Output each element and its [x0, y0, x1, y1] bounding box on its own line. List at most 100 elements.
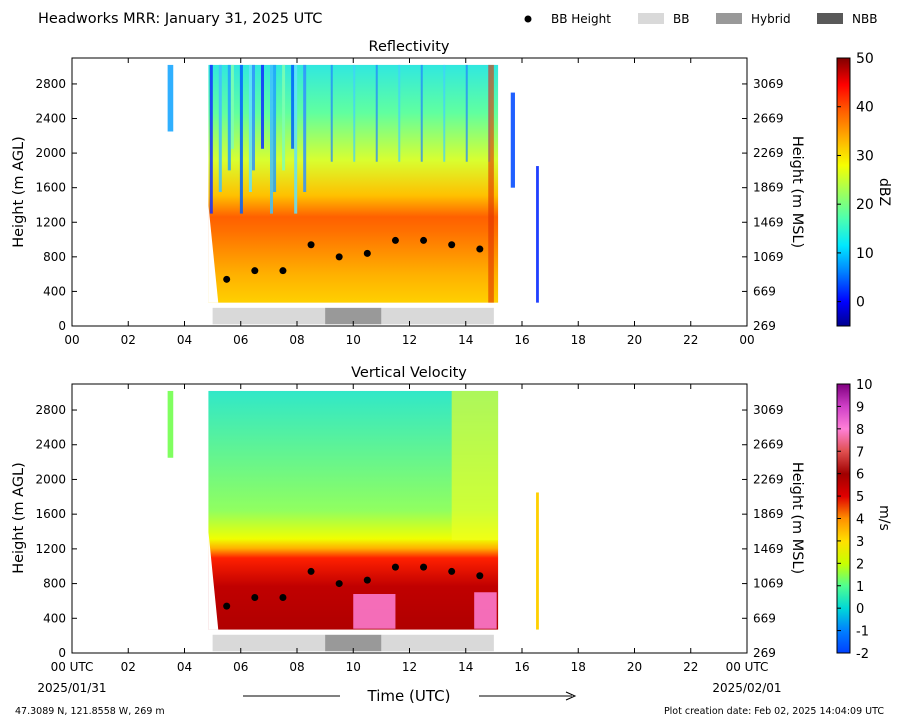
vertical-velocity-colorbar-tick-label: -1: [856, 625, 869, 640]
reflectivity-x-tick-label: 16: [514, 333, 529, 347]
reflectivity-bb-type-bb: [212, 307, 326, 325]
vertical-velocity-bb-height-marker: [223, 602, 231, 610]
reflectivity-streak: [252, 64, 255, 171]
reflectivity-echo-edge: [208, 204, 219, 303]
reflectivity-bb-height-marker: [391, 236, 399, 244]
vertical-velocity-x-tick-label: 02: [121, 660, 136, 674]
vertical-velocity-colorbar-tick-label: -2: [856, 647, 869, 662]
reflectivity-y-tick-label-right: 3069: [753, 77, 784, 91]
vertical-velocity-y-tick-label: 2000: [35, 472, 66, 486]
reflectivity-x-tick-label: 00: [64, 333, 79, 347]
reflectivity-bb-height-marker: [251, 267, 259, 275]
figure-title: Headworks MRR: January 31, 2025 UTC: [38, 11, 322, 27]
legend-hybrid-label: Hybrid: [751, 12, 791, 26]
vertical-velocity-x-tick-label: 20: [627, 660, 642, 674]
reflectivity-streak: [209, 64, 213, 214]
vertical-velocity-y-tick-label-right: 3069: [753, 403, 784, 417]
vertical-velocity-colorbar-label: m/s: [876, 505, 892, 531]
reflectivity-y-tick-label-right: 1069: [753, 250, 784, 264]
reflectivity-y-tick-label: 2000: [35, 146, 66, 160]
reflectivity-colorbar-tick-label: 40: [856, 100, 874, 116]
vertical-velocity-fall-core: [353, 593, 396, 629]
vertical-velocity-colorbar-tick-label: 10: [856, 378, 873, 393]
reflectivity-isolated-echo: [536, 166, 539, 303]
vertical-velocity-bb-type-bb: [212, 634, 326, 652]
vertical-velocity-isolated-echo: [167, 390, 174, 458]
vertical-velocity-colorbar-tick-label: 1: [856, 580, 864, 595]
vertical-velocity-bb-height-marker: [420, 563, 428, 571]
vertical-velocity-bb-type-bar: [212, 634, 494, 652]
reflectivity-y-tick-label-right: 669: [753, 284, 776, 298]
vertical-velocity-colorbar-tick-label: 5: [856, 490, 864, 505]
reflectivity-y-tick-label: 1200: [35, 215, 66, 229]
reflectivity-y-tick-label: 400: [43, 284, 66, 298]
reflectivity-streak: [465, 64, 468, 162]
vertical-velocity-x-tick-label: 10: [346, 660, 361, 674]
reflectivity-streak: [230, 64, 234, 149]
reflectivity-y-tick-label: 1600: [35, 181, 66, 195]
vertical-velocity-y-tick-label: 2800: [35, 403, 66, 417]
vertical-velocity-bb-height-marker: [335, 580, 343, 588]
reflectivity-bb-height-marker: [476, 245, 484, 253]
reflectivity-x-tick-label: 12: [402, 333, 417, 347]
reflectivity-streak: [248, 64, 252, 192]
reflectivity-y-tick-label-right: 1869: [753, 181, 784, 195]
reflectivity-x-tick-label: 14: [458, 333, 473, 347]
reflectivity-colorbar-tick-label: 20: [856, 197, 874, 213]
start-date: 2025/01/31: [37, 681, 106, 695]
vertical-velocity-y-tick-label: 800: [43, 577, 66, 591]
vertical-velocity-bb-height-marker: [391, 563, 399, 571]
reflectivity-streak: [261, 64, 264, 149]
vertical-velocity-echo-region: [208, 390, 499, 630]
vertical-velocity-fall-core: [474, 592, 497, 629]
vertical-velocity-y-tick-label-right: 669: [753, 611, 776, 625]
vertical-velocity-colorbar-tick-label: 2: [856, 557, 864, 572]
reflectivity-streak: [303, 64, 307, 192]
reflectivity-bb-height-marker: [363, 249, 371, 257]
reflectivity-x-tick-label: 02: [121, 333, 136, 347]
reflectivity-streak: [330, 64, 333, 162]
reflectivity-colorbar-ticks: 0 10 20 30 40 50: [837, 51, 874, 311]
reflectivity-isolated-echo: [510, 92, 515, 188]
vertical-velocity-y-tick-label-right: 1869: [753, 507, 784, 521]
reflectivity-x-tick-label: 10: [346, 333, 361, 347]
reflectivity-bb-height-marker: [223, 275, 231, 283]
vertical-velocity-x-tick-label: 08: [289, 660, 304, 674]
vertical-velocity-y-tick-label-right: 1469: [753, 542, 784, 556]
vertical-velocity-bb-markers: [223, 563, 484, 610]
reflectivity-ylabel-right: Height (m MSL): [789, 136, 805, 248]
vertical-velocity-colorbar-tick-label: 0: [856, 602, 864, 617]
vertical-velocity-bb-height-marker: [307, 567, 315, 575]
legend-nbb-label: NBB: [852, 12, 877, 26]
legend-hybrid-swatch: [716, 13, 742, 24]
reflectivity-streak: [353, 64, 356, 162]
vertical-velocity-bb-height-marker: [363, 576, 371, 584]
vertical-velocity-x-tick-label: 04: [177, 660, 192, 674]
vertical-velocity-y-tick-label-right: 2269: [753, 472, 784, 486]
reflectivity-x-tick-label: 06: [233, 333, 248, 347]
xlabel-arrow-head: [565, 691, 577, 701]
reflectivity-streak: [398, 64, 401, 162]
reflectivity-bb-height-marker: [335, 253, 343, 261]
vertical-velocity-bb-height-marker: [251, 593, 259, 601]
reflectivity-title: Reflectivity: [369, 39, 450, 55]
legend-bb-swatch: [638, 13, 664, 24]
reflectivity-x-tick-label: 08: [289, 333, 304, 347]
reflectivity-colorbar: [836, 57, 851, 327]
vertical-velocity-y-tick-label: 1200: [35, 542, 66, 556]
reflectivity-streak: [273, 64, 277, 192]
vertical-velocity-y-tick-label: 0: [58, 646, 66, 660]
vertical-velocity-x-tick-label: 06: [233, 660, 248, 674]
reflectivity-streak: [291, 64, 295, 149]
legend-bb-label: BB: [673, 12, 689, 26]
reflectivity-streak: [294, 64, 298, 214]
end-date: 2025/02/01: [712, 681, 781, 695]
reflectivity-y-tick-label-right: 2269: [753, 146, 784, 160]
legend-bb-height-label: BB Height: [551, 12, 611, 26]
reflectivity-y-tick-label: 2400: [35, 112, 66, 126]
reflectivity-y-tick-label-right: 269: [753, 319, 776, 333]
reflectivity-streak: [375, 64, 378, 162]
